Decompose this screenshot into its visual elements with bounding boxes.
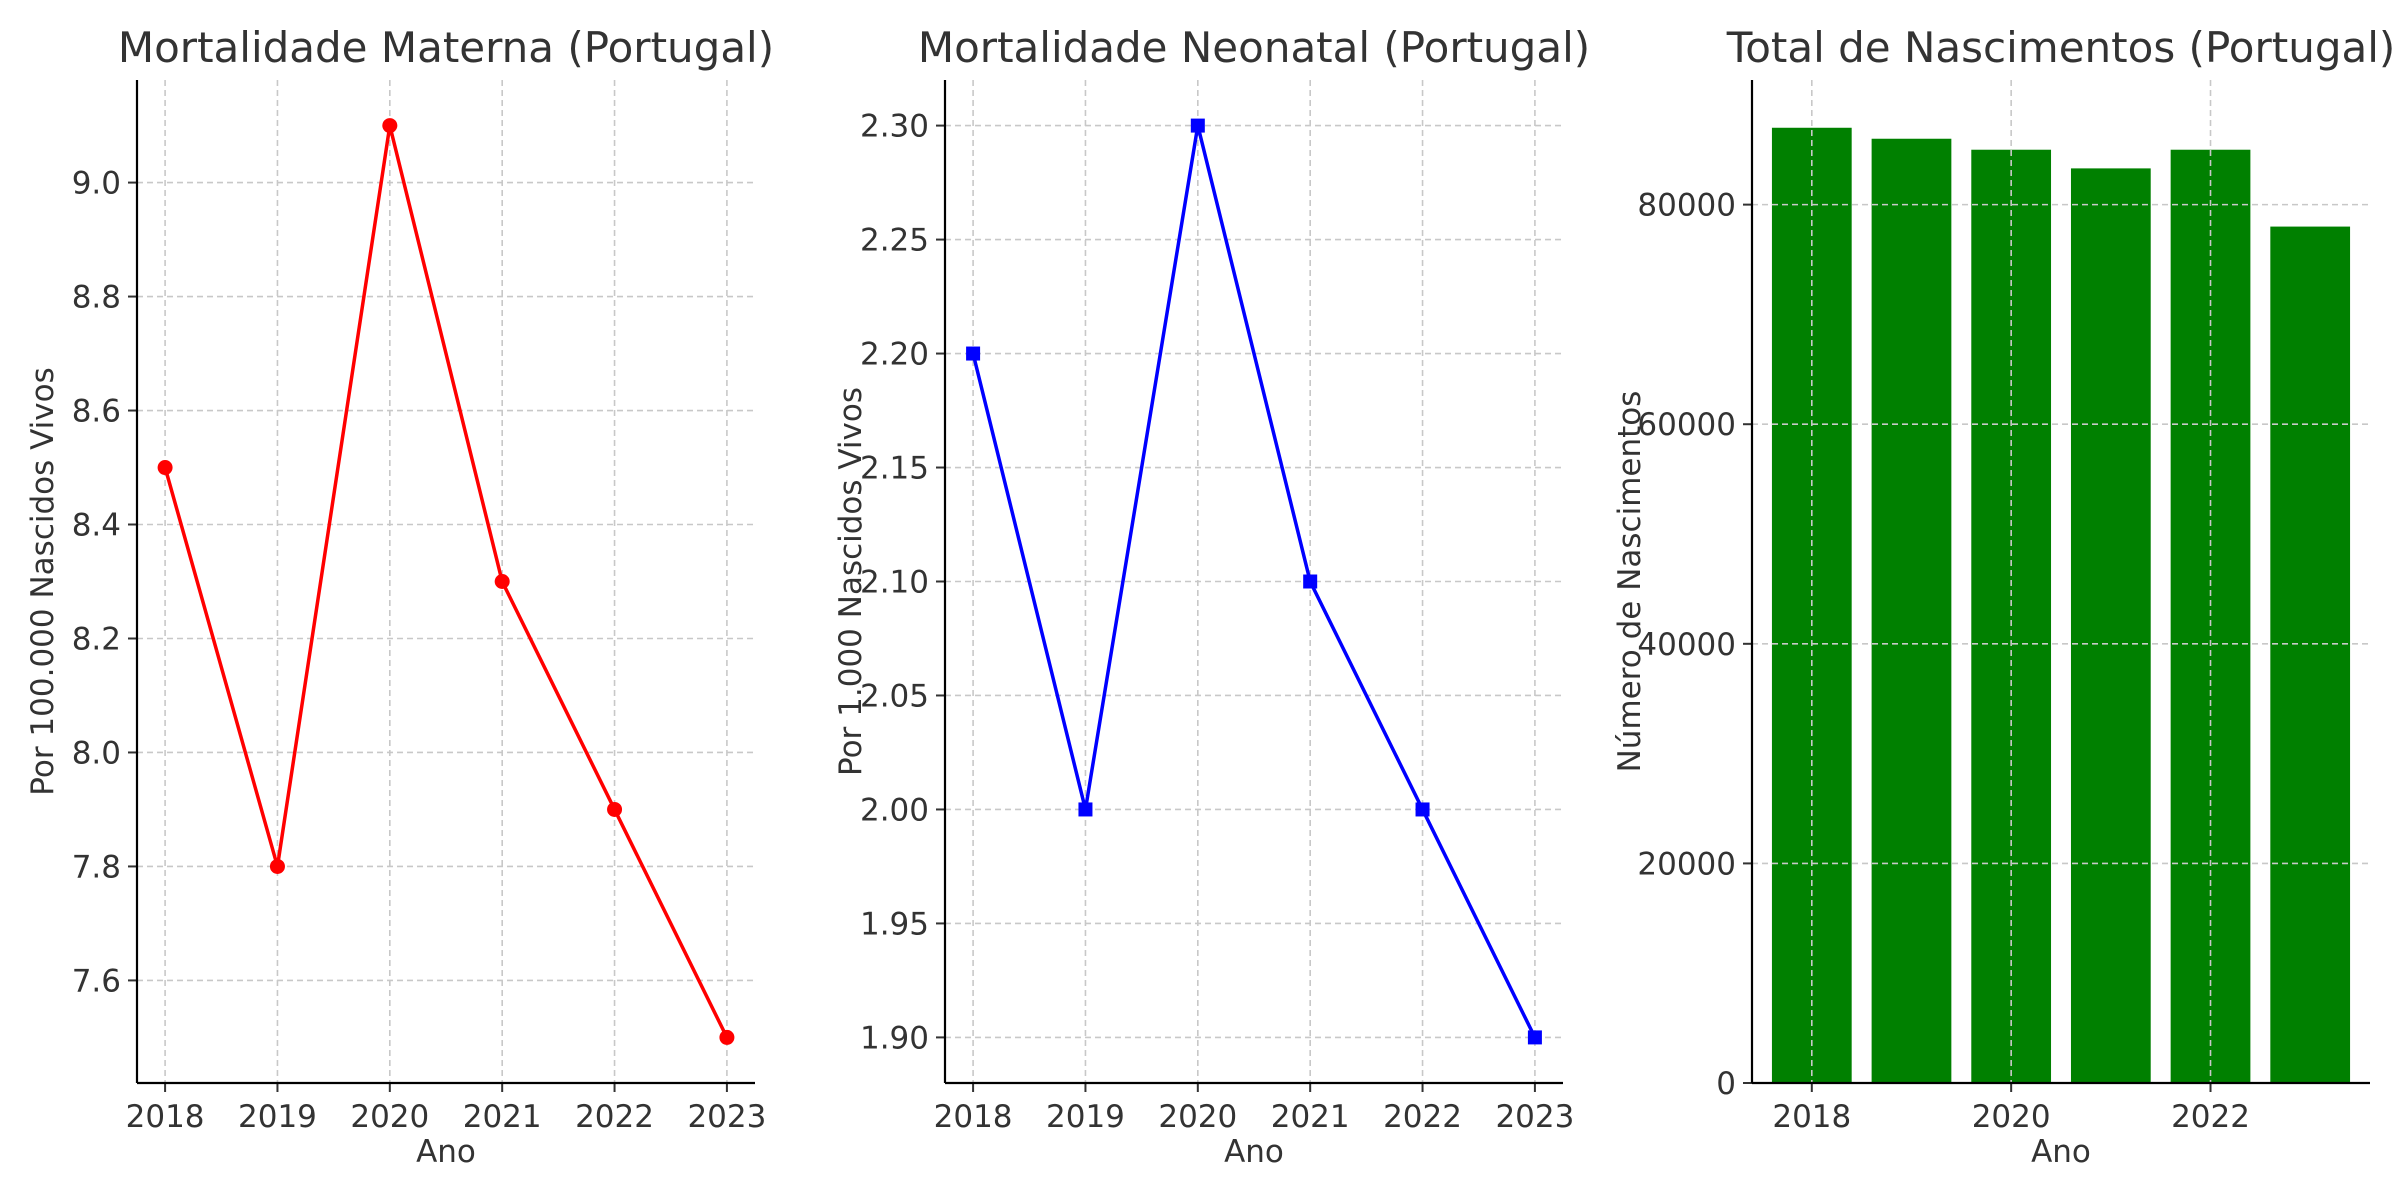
y-tick-label: 1.95 [860, 906, 929, 942]
y-tick-label: 80000 [1637, 188, 1736, 224]
y-axis-label: Número de Nascimentos [1612, 391, 1648, 773]
x-tick-label: 2019 [238, 1099, 317, 1135]
data-point [1303, 574, 1318, 589]
y-tick-label: 40000 [1637, 627, 1736, 663]
axes: 7.6 7.8 8.0 8.2 8.4 8.6 8.8 9.0 2018 2019 2020 2021… [72, 80, 766, 1135]
series-line [163, 125, 729, 1039]
x-axis-label: Ano [1224, 1134, 1284, 1170]
data-point [382, 118, 398, 134]
data-point [1527, 1030, 1542, 1045]
series-line [971, 125, 1537, 1039]
data-point [1190, 118, 1205, 133]
y-tick-label: 8.0 [72, 735, 121, 771]
x-tick-label: 2023 [687, 1099, 766, 1135]
y-tick-label: 2.05 [860, 678, 929, 714]
x-tick-label: 2023 [1495, 1099, 1574, 1135]
y-tick-label: 9.0 [72, 166, 121, 202]
x-axis-label: Ano [2031, 1134, 2091, 1170]
x-tick-label: 2020 [350, 1099, 429, 1135]
x-tick-label: 2018 [1772, 1099, 1851, 1135]
y-tick-label: 8.6 [72, 394, 121, 430]
grid [1752, 80, 2370, 1084]
y-axis-label: Por 100.000 Nascidos Vivos [25, 367, 61, 795]
chart-title: Mortalidade Materna (Portugal) [118, 23, 774, 72]
y-tick-label: 8.8 [72, 280, 121, 316]
x-tick-label: 2022 [575, 1099, 654, 1135]
y-tick-label: 60000 [1637, 407, 1736, 443]
maternal-mortality-chart: Mortalidade Materna (Portugal) Ano Por 1… [25, 23, 774, 1170]
y-tick-label: 20000 [1637, 846, 1736, 882]
x-tick-label: 2019 [1046, 1099, 1125, 1135]
y-tick-label: 8.4 [72, 508, 121, 544]
x-tick-label: 2018 [934, 1099, 1013, 1135]
x-tick-label: 2021 [1271, 1099, 1350, 1135]
y-tick-label: 2.30 [860, 109, 929, 145]
grid [137, 80, 755, 1083]
bar [2270, 226, 2351, 1083]
data-point [269, 858, 285, 874]
grid [945, 80, 1563, 1083]
axes: 0 20000 40000 60000 80000 2018 2020 2022 [1637, 80, 2370, 1135]
total-births-chart: Total de Nascimentos (Portugal) Ano Núme… [1612, 23, 2395, 1170]
x-tick-label: 2022 [1383, 1099, 1462, 1135]
x-axis-label: Ano [416, 1134, 476, 1170]
x-tick-label: 2022 [2171, 1099, 2250, 1135]
x-tick-label: 2020 [1972, 1099, 2051, 1135]
data-point [1078, 802, 1093, 817]
data-point [494, 574, 510, 589]
data-point [966, 346, 981, 361]
y-tick-label: 2.20 [860, 337, 929, 373]
x-tick-label: 2020 [1158, 1099, 1237, 1135]
data-marks [966, 118, 1542, 1045]
data-point [1415, 802, 1430, 817]
neonatal-mortality-chart: Mortalidade Neonatal (Portugal) Ano Por … [833, 23, 1590, 1170]
x-tick-label: 2018 [126, 1099, 205, 1135]
y-tick-label: 2.15 [860, 451, 929, 487]
data-point [157, 460, 173, 476]
bar [2070, 168, 2151, 1084]
y-tick-label: 2.00 [860, 792, 929, 828]
chart-title: Total de Nascimentos (Portugal) [1726, 23, 2396, 72]
y-axis-label: Por 1.000 Nascidos Vivos [833, 387, 869, 776]
y-tick-label: 2.25 [860, 223, 929, 259]
y-tick-label: 7.6 [72, 963, 121, 999]
chart-title: Mortalidade Neonatal (Portugal) [918, 23, 1590, 72]
y-tick-label: 1.90 [860, 1020, 929, 1056]
y-tick-label: 8.2 [72, 621, 121, 657]
data-point [607, 801, 623, 817]
y-tick-label: 0 [1716, 1066, 1736, 1102]
data-marks [1771, 127, 2351, 1084]
y-tick-label: 2.10 [860, 565, 929, 601]
data-point [719, 1029, 735, 1045]
data-marks [157, 118, 735, 1045]
axes: 1.90 1.95 2.00 2.05 2.10 2.15 2.20 2.25 2.30 2018… [860, 80, 1574, 1135]
y-tick-label: 7.8 [72, 849, 121, 885]
x-tick-label: 2021 [463, 1099, 542, 1135]
bar [1871, 138, 1952, 1084]
